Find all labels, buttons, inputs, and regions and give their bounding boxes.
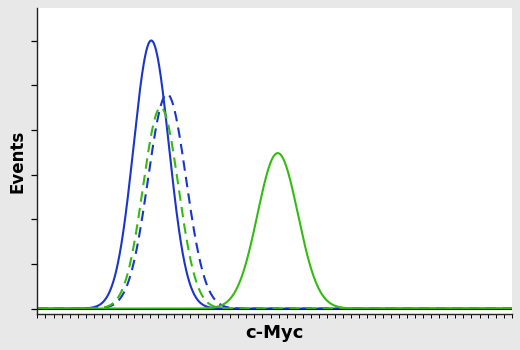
Y-axis label: Events: Events — [8, 130, 27, 193]
X-axis label: c-Myc: c-Myc — [245, 324, 304, 342]
